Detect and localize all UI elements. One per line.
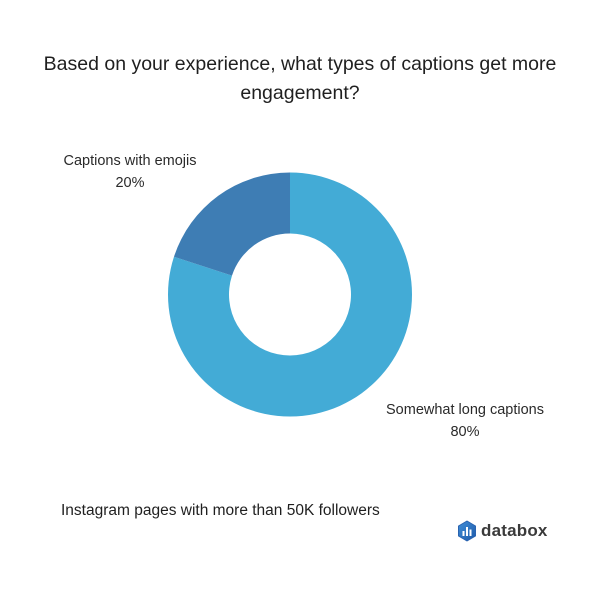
slice-label-emojis-value: 20% bbox=[115, 175, 145, 191]
footnote: Instagram pages with more than 50K follo… bbox=[61, 502, 380, 519]
databox-wordmark: databox bbox=[481, 521, 548, 540]
slice-label-long-value: 80% bbox=[450, 424, 480, 440]
slice-label-long: Somewhat long captions 80% bbox=[370, 399, 560, 443]
databox-hexagon-icon bbox=[458, 520, 476, 542]
chart-title: Based on your experience, what types of … bbox=[43, 53, 557, 104]
donut-slice-captions-with-emojis bbox=[173, 172, 290, 276]
slice-label-emojis: Captions with emojis 20% bbox=[50, 150, 210, 194]
donut-slices bbox=[168, 172, 412, 417]
donut-slice-somewhat-long-captions bbox=[168, 172, 412, 417]
slice-label-long-name: Somewhat long captions bbox=[386, 402, 544, 418]
databox-logo: databox bbox=[457, 520, 548, 542]
slice-label-emojis-name: Captions with emojis bbox=[63, 153, 197, 169]
